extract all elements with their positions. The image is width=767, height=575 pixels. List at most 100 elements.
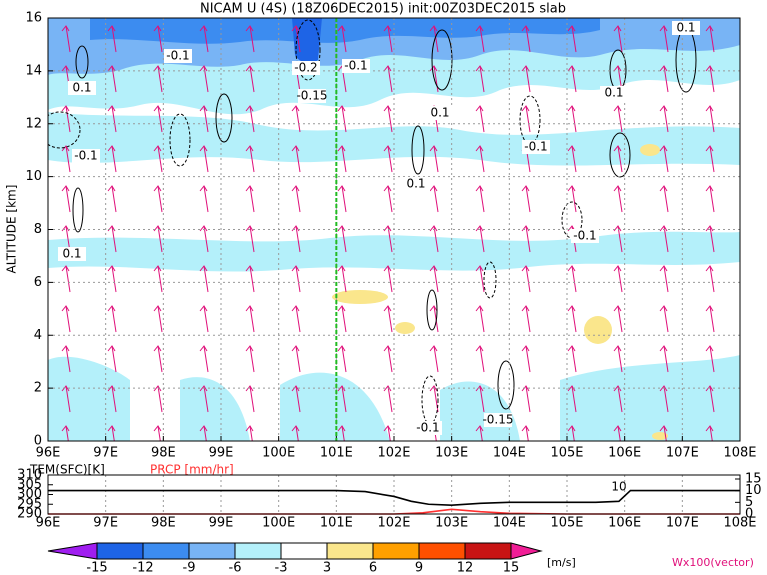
colorbar-label: -3 <box>275 561 288 575</box>
colorbar-cell <box>510 542 543 560</box>
chart-title: NICAM U (4S) (18Z06DEC2015) init:00Z03DE… <box>200 2 566 17</box>
contour-label: 0.1 <box>430 106 449 120</box>
colorbar-label: 3 <box>323 561 331 575</box>
contour-label: -0.15 <box>482 413 513 427</box>
colorbar-label: 15 <box>503 561 520 575</box>
x-tick-label: 101E <box>320 446 353 461</box>
contour-label-bg <box>600 86 628 100</box>
x-tick-label: 102E <box>377 446 410 461</box>
colorbar-label: 12 <box>457 561 474 575</box>
y-tick-label: 4 <box>34 328 42 343</box>
x-tick-label: 102E <box>377 516 410 531</box>
y-tick-label: 8 <box>34 222 42 237</box>
colorbar-cell <box>464 542 512 560</box>
y-tick-label: 295 <box>17 497 42 512</box>
x-tick-label: 97E <box>93 516 118 531</box>
x-tick-label: 105E <box>550 516 583 531</box>
colorbar-label: 9 <box>415 561 423 575</box>
legend-label: TEM(SFC)[K] <box>29 463 105 477</box>
x-tick-label: 107E <box>666 446 699 461</box>
x-tick-label: 103E <box>435 516 468 531</box>
contour-label: -0.1 <box>524 140 547 154</box>
x-tick-label: 100E <box>262 516 295 531</box>
y-tick-label: 300 <box>17 487 42 502</box>
colorbar-cell <box>418 542 466 560</box>
panel-frame <box>47 474 741 515</box>
y2-tick-label: 0 <box>745 507 753 522</box>
contour-label: -0.1 <box>416 421 439 435</box>
y-tick-label: 10 <box>25 169 42 184</box>
contour-label: -0.2 <box>294 61 317 75</box>
contour-label-bg <box>426 106 454 120</box>
x-tick-label: 99E <box>209 516 234 531</box>
contour-label-bg <box>58 247 86 261</box>
contour-label-bg <box>342 59 370 73</box>
contour-label: 0.1 <box>676 21 695 35</box>
plot-frame <box>47 17 741 442</box>
colorbar-cell <box>280 542 328 560</box>
contour-label: 0.1 <box>406 177 425 191</box>
x-tick-label: 96E <box>36 516 61 531</box>
annotation: 10 <box>611 480 626 494</box>
contour-label-bg <box>292 61 320 75</box>
colorbar-cell <box>142 542 190 560</box>
colorbar-cell <box>96 542 144 560</box>
x-tick-label: 108E <box>723 446 756 461</box>
legend-label: PRCP [mm/hr] <box>150 463 234 477</box>
contour-label: -0.1 <box>166 49 189 63</box>
x-tick-label: 108E <box>723 516 756 531</box>
colorbar-label: 6 <box>369 561 377 575</box>
colorbar-label: -9 <box>183 561 196 575</box>
x-tick-label: 105E <box>550 446 583 461</box>
y-axis-label: ALTITUDE [km] <box>5 185 19 274</box>
y-tick-label: 14 <box>25 63 42 78</box>
colorbar-label: -6 <box>229 561 242 575</box>
contour-label: 0.1 <box>604 86 623 100</box>
colorbar-cell <box>326 542 374 560</box>
contour-label-bg <box>68 81 96 95</box>
colorbar-label: -15 <box>86 561 107 575</box>
y2-tick-label: 15 <box>745 472 762 487</box>
y-tick-label: 305 <box>17 477 42 492</box>
x-tick-label: 104E <box>493 516 526 531</box>
contour-label-bg <box>402 177 430 191</box>
contour-label: -0.1 <box>74 149 97 163</box>
contour-label-bg <box>484 413 512 427</box>
x-tick-label: 104E <box>493 446 526 461</box>
contour-label: 0.1 <box>72 81 91 95</box>
colorbar-cell <box>234 542 282 560</box>
contour-label-bg <box>672 21 700 35</box>
colorbar-cell <box>47 542 98 560</box>
contour-label-bg <box>414 421 442 435</box>
contour-label-bg <box>298 89 326 103</box>
x-tick-label: 97E <box>93 446 118 461</box>
colorbar-cell <box>372 542 420 560</box>
x-tick-label: 98E <box>151 516 176 531</box>
x-tick-label: 98E <box>151 446 176 461</box>
contour-label: -0.1 <box>573 229 596 243</box>
y-tick-label: 6 <box>34 275 42 290</box>
y-tick-label: 16 <box>25 11 42 26</box>
contour-label-bg <box>72 149 100 163</box>
colorbar-cell <box>188 542 236 560</box>
x-tick-label: 103E <box>435 446 468 461</box>
x-tick-label: 100E <box>262 446 295 461</box>
colorbar-label: -12 <box>132 561 153 575</box>
y-tick-label: 0 <box>34 434 42 449</box>
y2-tick-label: 5 <box>745 495 753 510</box>
y-tick-label: 290 <box>17 507 42 522</box>
vector-label: Wx100(vector) <box>672 556 754 569</box>
contour-label: -0.1 <box>344 59 367 73</box>
x-tick-label: 106E <box>608 516 641 531</box>
y-tick-label: 2 <box>34 381 42 396</box>
contour-label-bg <box>164 49 192 63</box>
series-line <box>48 489 740 507</box>
y-tick-label: 12 <box>25 116 42 131</box>
x-tick-label: 106E <box>608 446 641 461</box>
contour-label: 0.1 <box>62 247 81 261</box>
contour-label-bg <box>571 229 599 243</box>
x-tick-label: 99E <box>209 446 234 461</box>
y-tick-label: 310 <box>17 468 42 483</box>
contour-label: -0.15 <box>296 89 327 103</box>
